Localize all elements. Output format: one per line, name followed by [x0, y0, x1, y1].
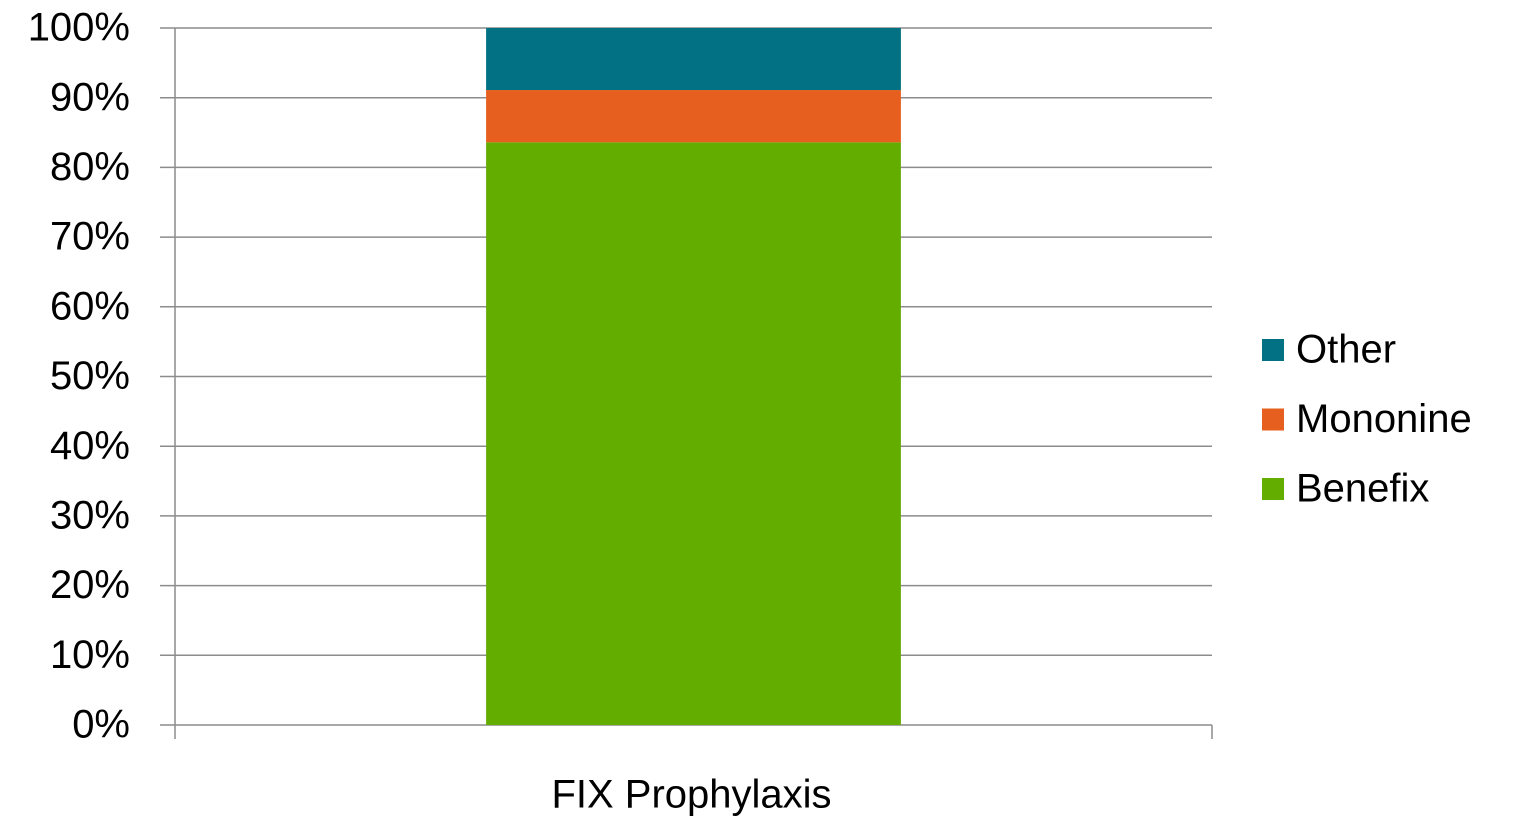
bar-segment: [486, 90, 901, 143]
legend-swatch: [1262, 408, 1284, 431]
y-tick-label: 80%: [50, 145, 130, 189]
legend-swatch: [1262, 339, 1284, 361]
y-tick-label: 40%: [50, 424, 130, 468]
y-tick-label: 70%: [50, 215, 130, 259]
legend-label: Other: [1296, 328, 1396, 372]
legend-label: Benefix: [1296, 467, 1429, 511]
y-tick-label: 60%: [50, 284, 130, 328]
y-tick-label: 20%: [50, 563, 130, 607]
y-tick-label: 90%: [50, 75, 130, 119]
y-tick-label: 50%: [50, 354, 130, 398]
bar-segment: [486, 28, 901, 91]
y-tick-label: 100%: [28, 6, 130, 50]
y-tick-label: 30%: [50, 493, 130, 537]
x-tick-label: FIX Prophylaxis: [551, 773, 831, 817]
legend-swatch: [1262, 478, 1284, 500]
y-tick-label: 10%: [50, 633, 130, 677]
legend-label: Mononine: [1296, 397, 1472, 441]
bar-segment: [486, 142, 901, 726]
y-tick-label: 0%: [72, 703, 130, 747]
